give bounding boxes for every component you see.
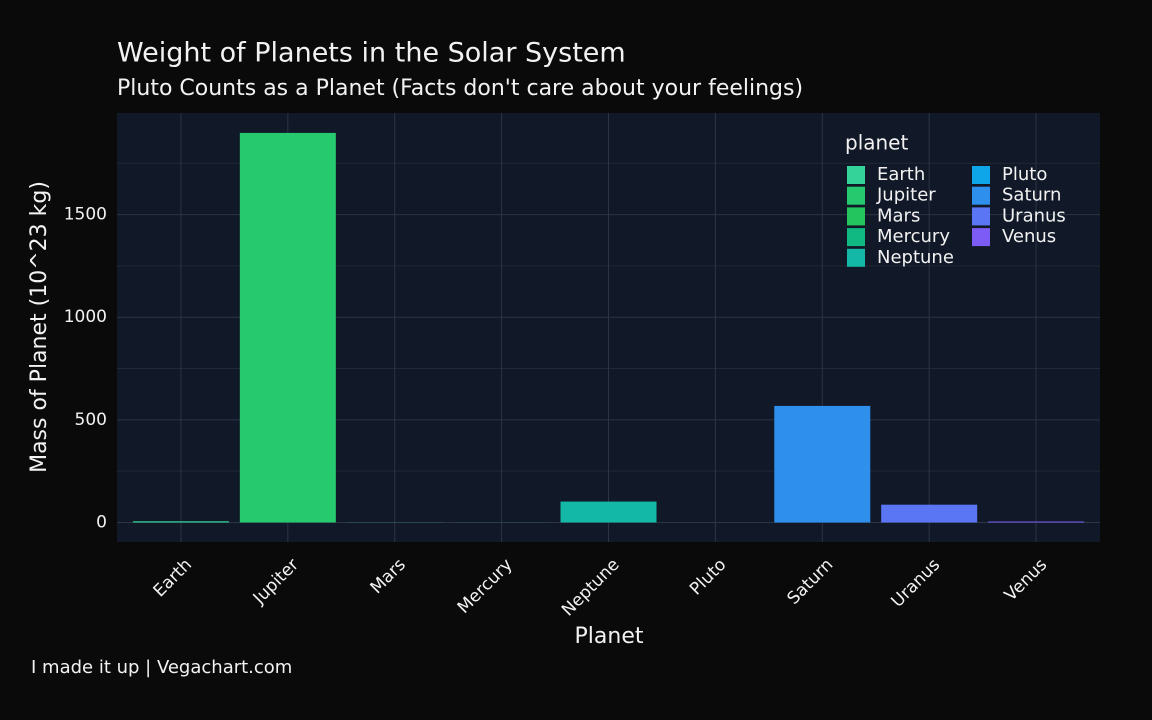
bar: [988, 521, 1085, 523]
y-tick-label: 1500: [64, 205, 107, 225]
legend-swatch: [972, 166, 990, 184]
legend-swatch: [972, 186, 990, 205]
legend-swatch: [972, 207, 990, 226]
legend-label: Neptune: [877, 247, 954, 268]
legend-title: planet: [845, 131, 908, 155]
legend-swatch: [847, 186, 865, 205]
legend-label: Uranus: [1002, 205, 1066, 226]
legend-label: Pluto: [1002, 164, 1047, 185]
legend-swatch: [847, 166, 865, 184]
legend-label: Earth: [877, 164, 925, 185]
bar: [560, 501, 657, 523]
legend-label: Venus: [1002, 226, 1056, 247]
legend-label: Jupiter: [876, 185, 936, 206]
legend-label: Mars: [877, 205, 920, 226]
bar: [774, 405, 871, 523]
legend-swatch: [847, 228, 865, 247]
bar: [881, 504, 978, 523]
chart-title: Weight of Planets in the Solar System: [117, 38, 626, 69]
legend-swatch: [847, 248, 865, 267]
legend-swatch: [847, 207, 865, 226]
y-tick-label: 1000: [64, 307, 107, 327]
y-tick-label: 0: [96, 513, 107, 533]
bar: [132, 521, 229, 523]
legend-label: Saturn: [1002, 185, 1061, 206]
chart-subtitle: Pluto Counts as a Planet (Facts don't ca…: [117, 76, 803, 101]
y-tick-label: 500: [75, 410, 107, 430]
legend-swatch: [972, 228, 990, 247]
bar: [239, 132, 336, 523]
x-axis-title: Planet: [575, 624, 644, 649]
footer: I made it up | Vegachart.com: [31, 657, 292, 678]
y-axis-title: Mass of Planet (10^23 kg): [27, 181, 52, 473]
legend-label: Mercury: [877, 226, 950, 247]
